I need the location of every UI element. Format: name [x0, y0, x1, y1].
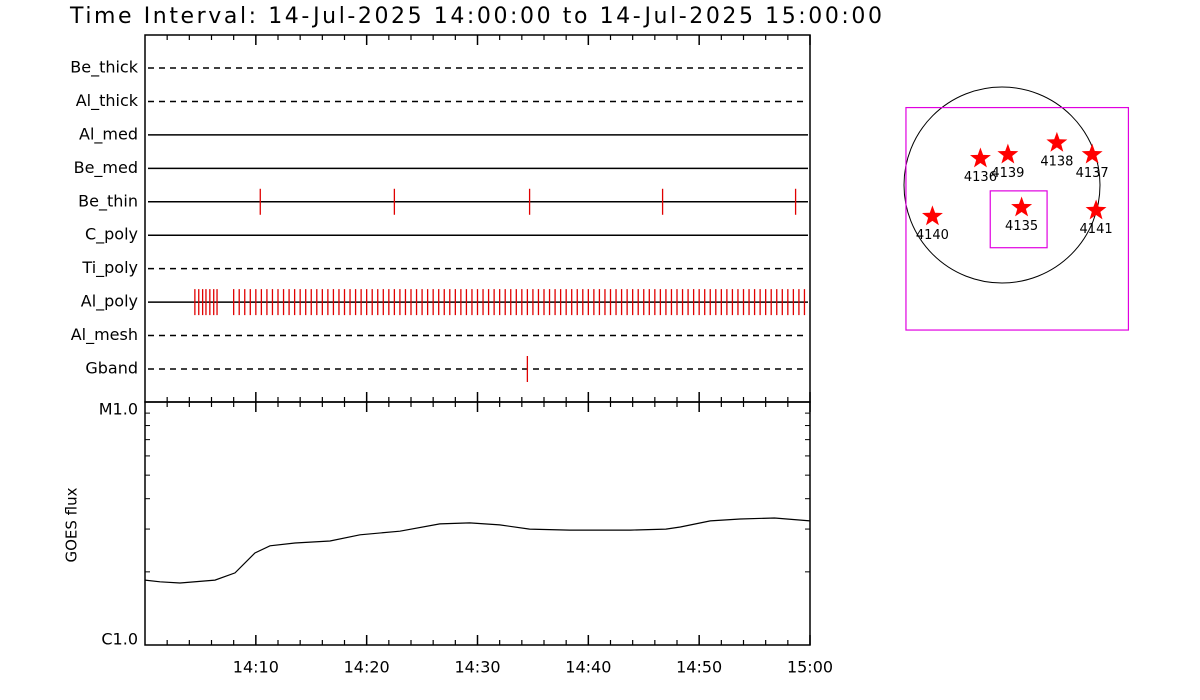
title: Time Interval: 14-Jul-2025 14:00:00 to 1… [69, 4, 882, 29]
filter-label: C_poly [85, 225, 138, 245]
filter-label: Al_poly [81, 292, 138, 312]
region-star [922, 205, 943, 226]
fov-box [989, 190, 1048, 249]
filter-label: Ti_poly [81, 258, 138, 278]
region-label: 4136 [964, 170, 997, 185]
region-label: 4137 [1076, 166, 1109, 181]
x-tick-label: 14:20 [344, 658, 390, 677]
region-label: 4138 [1040, 154, 1073, 169]
region-star [1011, 196, 1033, 217]
y-tick-label: C1.0 [101, 630, 138, 649]
filter-label: Gband [85, 359, 138, 378]
filter-label: Be_thin [78, 191, 138, 211]
region-star [970, 147, 991, 168]
plot-frame [144, 34, 811, 403]
x-tick-label: 14:50 [676, 658, 722, 677]
x-tick-label: 14:10 [233, 658, 279, 677]
filter-label: Be_thick [70, 58, 138, 78]
x-tick-label: 15:00 [787, 658, 833, 677]
region-label: 4135 [1005, 219, 1038, 234]
region-star [997, 143, 1019, 164]
filter-label: Al_mesh [71, 325, 138, 345]
region-star [1085, 199, 1107, 220]
filter-label: Al_med [79, 124, 138, 144]
x-tick-label: 14:40 [565, 658, 611, 677]
y-axis-label: GOES flux [63, 487, 81, 562]
fov-box [905, 106, 1130, 331]
filter-label: Be_med [74, 158, 138, 178]
solar-disk [903, 86, 1101, 284]
region-label: 4141 [1080, 222, 1113, 237]
y-tick-label: M1.0 [99, 400, 138, 419]
x-tick-label: 14:30 [454, 658, 500, 677]
region-star [1046, 131, 1068, 152]
region-label: 4139 [991, 166, 1024, 181]
filter-label: Al_thick [76, 91, 139, 111]
region-label: 4140 [916, 228, 949, 243]
goes-curve [144, 517, 811, 584]
region-star [1081, 143, 1103, 164]
